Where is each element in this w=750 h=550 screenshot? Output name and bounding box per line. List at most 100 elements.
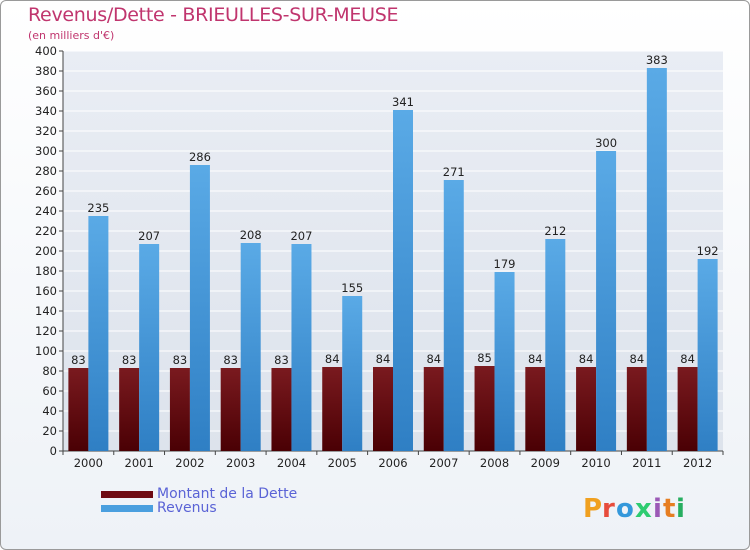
x-tick-label: 2012 [683,456,712,470]
bar-revenus [342,296,363,451]
svg-text:P: P [583,494,602,524]
data-label-revenus: 207 [138,229,160,243]
data-label-dette: 84 [579,352,594,366]
bar-revenus [139,244,160,451]
y-tick-label: 200 [35,244,57,258]
svg-text:i: i [676,494,685,524]
bar-dette [169,368,190,451]
y-tick-label: 260 [35,184,57,198]
bar-dette [626,367,647,451]
x-tick-label: 2002 [175,456,204,470]
y-tick-label: 300 [35,144,57,158]
x-tick-label: 2006 [378,456,407,470]
legend-label-dette: Montant de la Dette [157,486,298,502]
y-tick-label: 40 [42,404,57,418]
data-label-dette: 84 [528,352,543,366]
y-tick-label: 180 [35,264,57,278]
x-tick-label: 2004 [277,456,306,470]
bar-dette [68,368,89,451]
bar-dette [220,368,241,451]
svg-text:x: x [635,494,652,524]
y-tick-label: 340 [35,104,57,118]
data-label-revenus: 155 [341,281,363,295]
data-label-dette: 84 [325,352,340,366]
bar-dette [271,368,292,451]
x-tick-label: 2005 [328,456,357,470]
chart-title: Revenus/Dette - BRIEULLES-SUR-MEUSE [28,4,399,26]
bar-revenus [393,110,413,451]
bar-dette [677,367,698,451]
bar-dette [119,368,140,451]
bar-dette [525,367,546,451]
y-tick-label: 380 [35,64,57,78]
y-tick-label: 20 [42,424,57,438]
data-label-dette: 84 [376,352,391,366]
y-tick-label: 160 [35,284,57,298]
y-tick-label: 280 [35,164,57,178]
data-label-revenus: 300 [595,136,617,150]
y-tick-label: 220 [35,224,57,238]
bar-revenus [646,68,667,451]
bar-dette [576,367,597,451]
legend-swatch-dette [101,491,153,498]
legend-swatch-revenus [101,505,153,512]
data-label-revenus: 341 [392,95,414,109]
data-label-revenus: 286 [189,150,211,164]
svg-text:o: o [616,494,634,524]
data-label-revenus: 207 [290,229,312,243]
x-tick-label: 2008 [480,456,509,470]
svg-text:r: r [602,494,615,524]
data-label-dette: 83 [71,353,86,367]
y-tick-label: 120 [35,324,57,338]
data-label-dette: 84 [426,352,441,366]
data-label-dette: 83 [274,353,289,367]
svg-text:i: i [653,494,662,524]
data-label-revenus: 235 [87,201,109,215]
x-tick-label: 2007 [429,456,458,470]
bar-revenus [443,180,464,451]
data-label-dette: 84 [680,352,695,366]
y-tick-label: 60 [42,384,57,398]
bar-revenus [88,216,109,451]
bar-revenus [291,244,312,451]
x-tick-label: 2000 [74,456,103,470]
data-label-revenus: 271 [443,165,465,179]
data-label-dette: 85 [477,351,492,365]
x-tick-label: 2009 [531,456,560,470]
data-label-dette: 83 [223,353,238,367]
data-label-revenus: 383 [646,53,668,67]
bar-revenus [596,151,617,451]
bar-revenus [240,243,261,451]
y-tick-label: 0 [50,444,57,458]
data-label-revenus: 208 [240,228,262,242]
bar-revenus [697,259,718,451]
data-label-dette: 84 [630,352,645,366]
data-label-dette: 83 [173,353,188,367]
data-label-revenus: 192 [697,244,719,258]
bar-revenus [189,165,210,451]
data-label-revenus: 212 [544,224,566,238]
y-tick-label: 400 [35,44,57,58]
y-tick-label: 100 [35,344,57,358]
y-tick-label: 240 [35,204,57,218]
y-tick-label: 140 [35,304,57,318]
bar-dette [373,367,393,451]
bar-dette [423,367,444,451]
x-tick-label: 2003 [226,456,255,470]
y-tick-label: 360 [35,84,57,98]
proxiti-logo: P r o x i t i [583,494,685,524]
bar-dette [474,366,495,451]
chart-subtitle: (en milliers d'€) [28,29,115,42]
bar-revenus [545,239,566,451]
bar-dette [322,367,343,451]
svg-text:t: t [663,494,675,524]
legend-label-revenus: Revenus [157,500,217,516]
y-tick-label: 320 [35,124,57,138]
data-label-revenus: 179 [494,257,516,271]
x-tick-label: 2001 [125,456,154,470]
x-tick-label: 2011 [632,456,661,470]
y-tick-label: 80 [42,364,57,378]
x-tick-label: 2010 [581,456,610,470]
